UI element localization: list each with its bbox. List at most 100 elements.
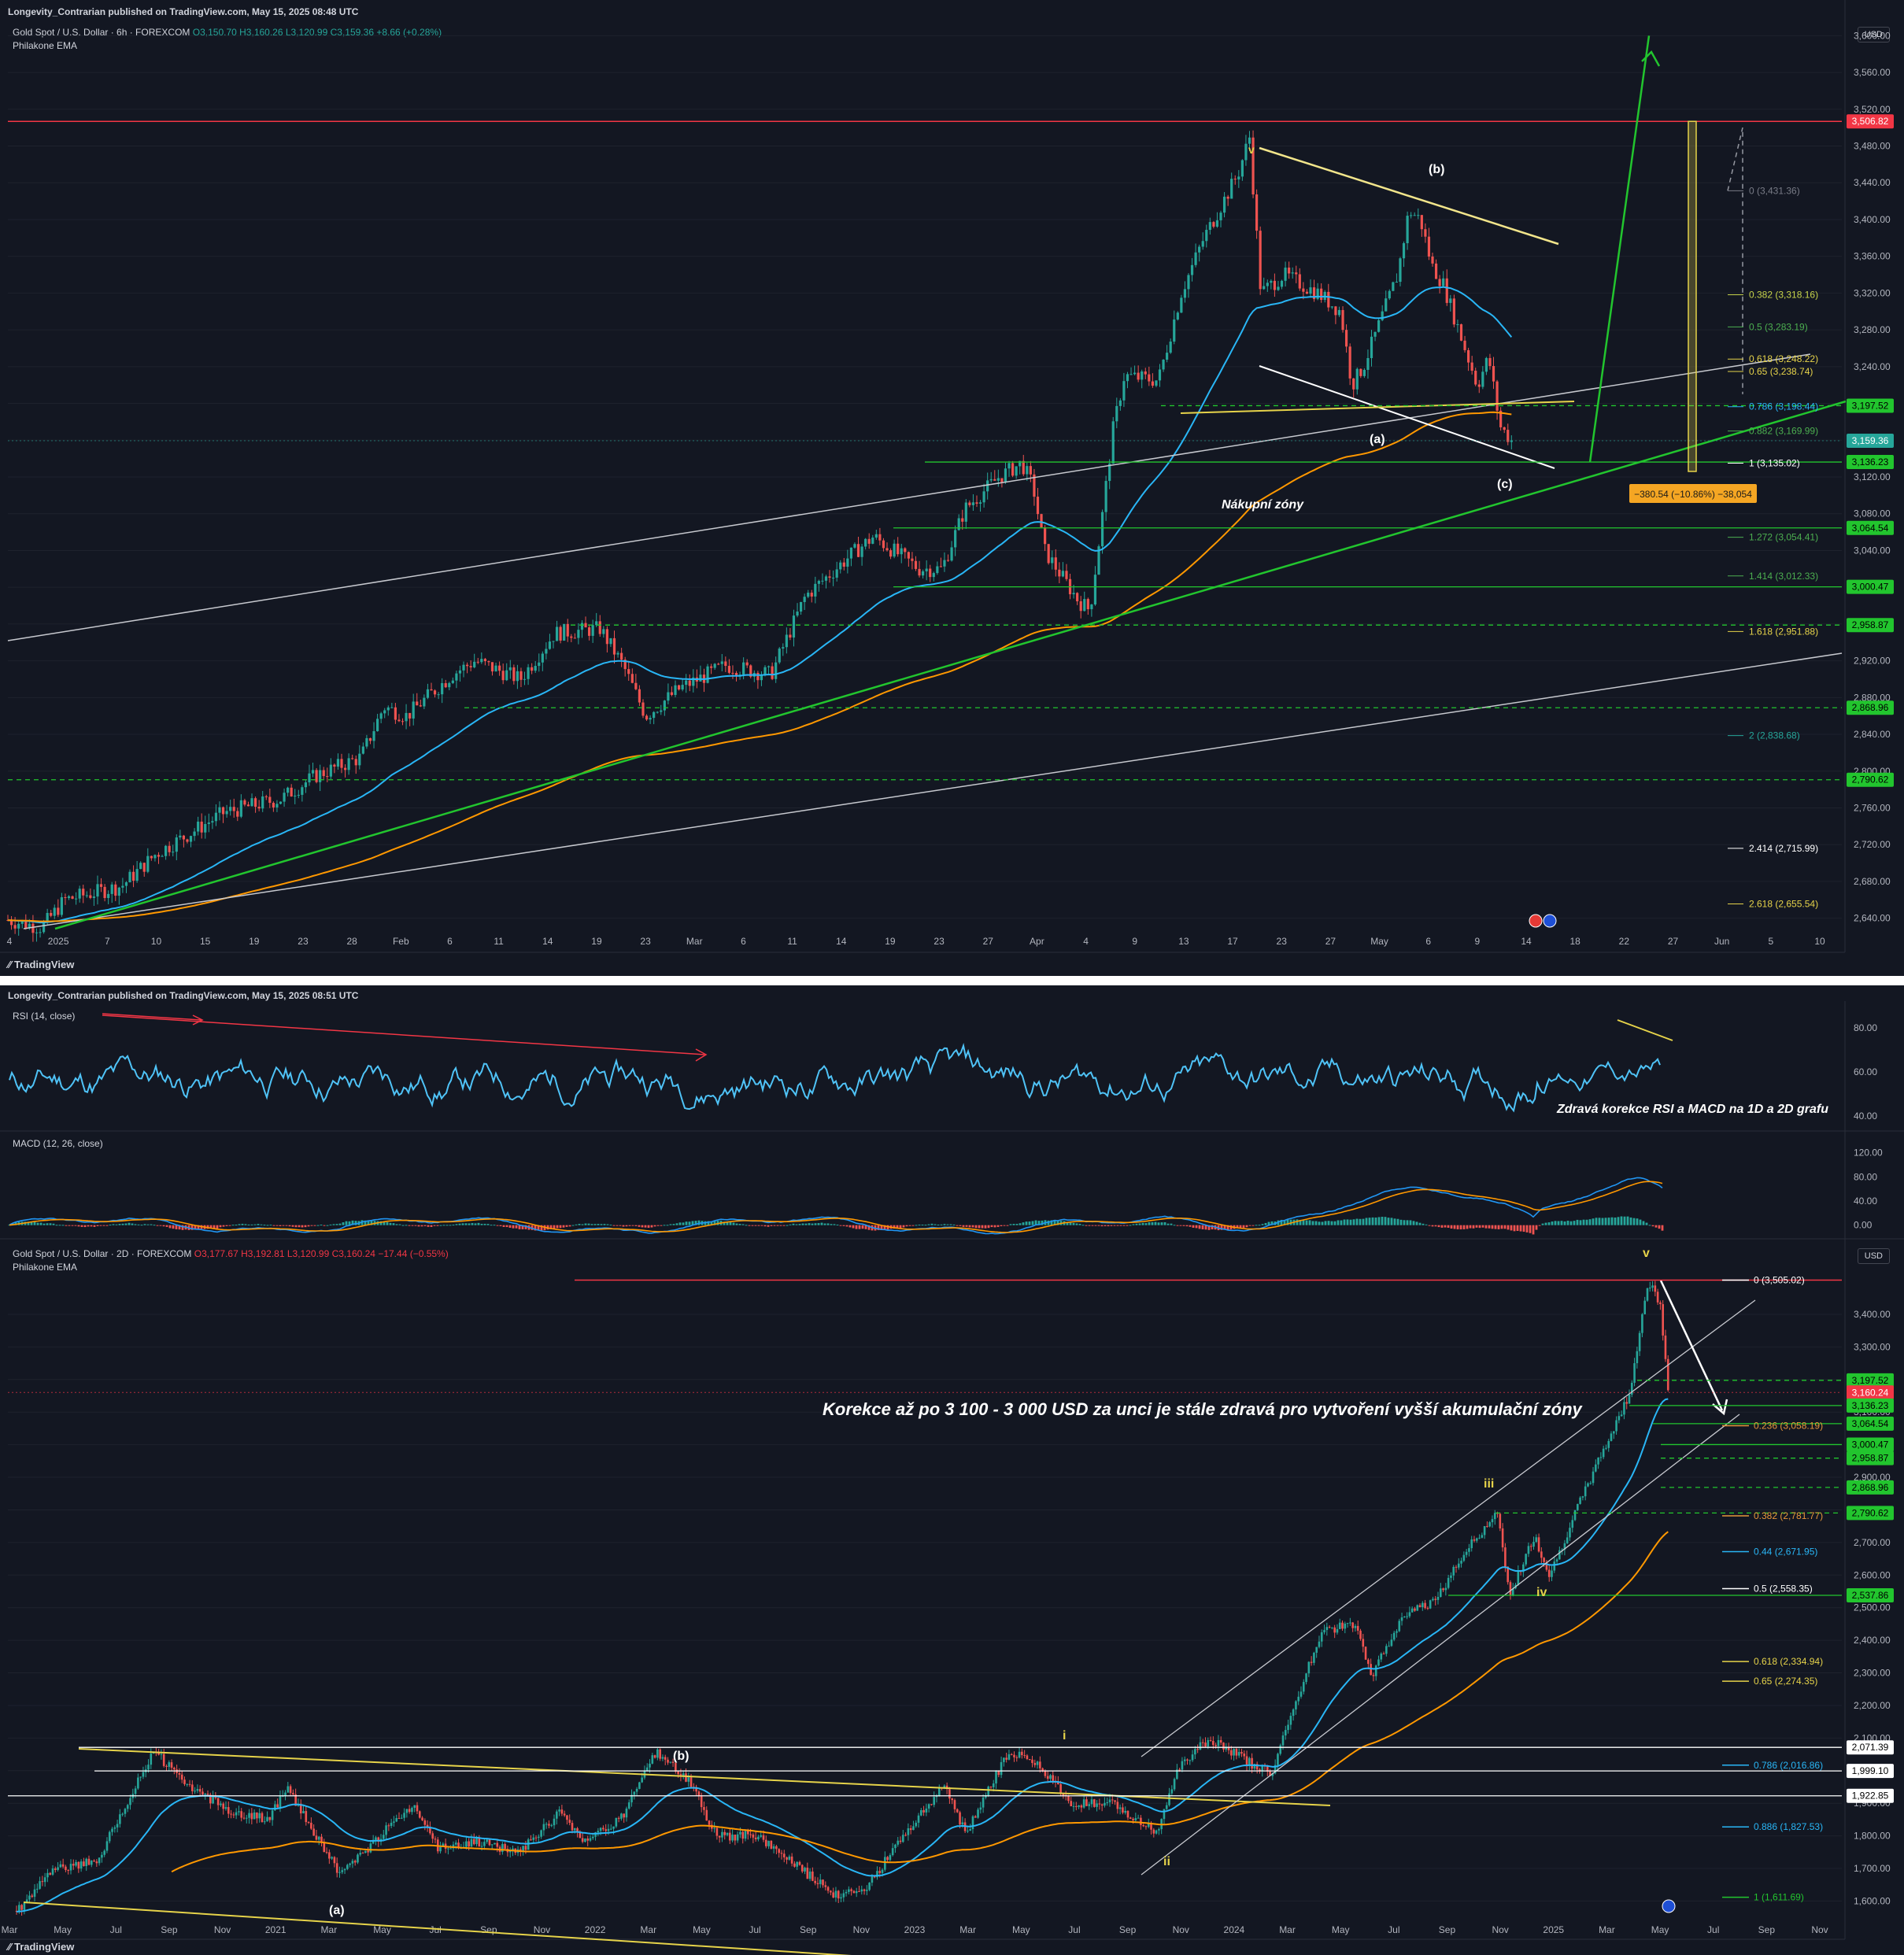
candle-body-2d [1059, 1783, 1062, 1794]
candle-body-2d [1090, 1799, 1093, 1805]
candle-body-2d [790, 1856, 793, 1864]
candle-body-2d [454, 1842, 457, 1845]
candle-body-2d [276, 1804, 279, 1808]
candle-body-2d [1501, 1528, 1504, 1548]
candle-body-2d [927, 1804, 930, 1809]
macd-hist-bar [213, 1225, 216, 1229]
macd-hist-bar [1582, 1219, 1585, 1225]
macd-hist-bar [770, 1225, 773, 1226]
macd-hist-bar [691, 1221, 694, 1225]
macd-hist-bar [379, 1221, 383, 1225]
candle-body [1054, 557, 1057, 570]
candle-body [1166, 353, 1169, 360]
macd-hist-bar [323, 1225, 326, 1226]
candle-body [570, 636, 573, 638]
candle-body [1385, 298, 1388, 312]
x-tick-label: Mar [686, 936, 703, 947]
macd-hist-bar [694, 1221, 697, 1225]
candle-body-2d [98, 1857, 101, 1864]
candle-body [1151, 381, 1154, 386]
macd-hist-bar [1113, 1225, 1116, 1226]
candle-body [17, 923, 20, 929]
candle-body-2d [1284, 1730, 1287, 1736]
candle-body-2d [83, 1861, 85, 1867]
candle-body-2d [985, 1794, 987, 1798]
candle-body [1144, 371, 1147, 375]
x-tick-label: 4 [1083, 936, 1089, 947]
rsi-tick-label: 40.00 [1854, 1111, 1877, 1122]
candle-body-2d [798, 1861, 801, 1865]
candle-body [131, 871, 135, 881]
candle-body-2d [1237, 1752, 1240, 1756]
macd-hist-bar [1314, 1221, 1318, 1225]
ohlc-high-2: H3,192.81 [241, 1248, 285, 1259]
candle-body-2d [490, 1844, 494, 1846]
macd-hist-bar [993, 1225, 996, 1228]
macd-hist-bar [1472, 1225, 1475, 1229]
candle-body-2d [1623, 1402, 1625, 1415]
candle-body-2d [411, 1807, 413, 1813]
candle-body-2d [1638, 1332, 1641, 1351]
candle-body [1036, 497, 1040, 515]
x-tick-label: 14 [1521, 936, 1532, 947]
candle-body-2d [597, 1831, 600, 1833]
candle-body-2d [705, 1809, 708, 1821]
macd-hist-bar [974, 1225, 978, 1229]
candle-body-2d [532, 1837, 535, 1840]
candle-body-2d [1085, 1799, 1088, 1806]
chart-6h-panel[interactable]: Longevity_Contrarian published on Tradin… [0, 0, 1904, 976]
candle-body-2d [346, 1864, 349, 1869]
macd-hist-bar [80, 1225, 83, 1227]
fib-level-label: 2.618 (2,655.54) [1749, 898, 1818, 909]
candle-body [1348, 346, 1351, 379]
candle-body-2d [677, 1771, 679, 1775]
macd-histogram [8, 1216, 1664, 1235]
candle-body-2d [28, 1895, 31, 1900]
candle-body-2d [1259, 1769, 1261, 1772]
candle-body-2d [961, 1822, 964, 1825]
candle-body-2d [573, 1828, 576, 1831]
macd-hist-bar [1573, 1221, 1576, 1225]
candle-body-2d [607, 1828, 610, 1831]
candle-body [1072, 593, 1075, 595]
macd-hist-bar [1138, 1223, 1141, 1225]
candle-body [796, 612, 799, 616]
macd-hist-bar [1220, 1225, 1223, 1230]
candle-body-2d [609, 1828, 612, 1830]
x-tick-label-2d: Sep [1758, 1924, 1776, 1935]
candle-body-2d [43, 1877, 46, 1883]
macd-hist-bar [335, 1224, 338, 1225]
candle-body-2d [165, 1765, 168, 1767]
currency-button[interactable]: USD [1857, 27, 1890, 42]
candle-body-2d [615, 1817, 618, 1827]
candle-body-2d [1005, 1757, 1007, 1760]
chart-2d-panel[interactable]: Longevity_Contrarian published on Tradin… [0, 985, 1904, 1955]
candle-body-2d [1235, 1749, 1238, 1756]
publish-info-2: Longevity_Contrarian published on Tradin… [8, 990, 359, 1001]
symbol-legend-2: Gold Spot / U.S. Dollar · 2D · FOREXCOM … [13, 1248, 449, 1259]
candle-body-2d [1543, 1558, 1545, 1562]
macd-hist-bar [751, 1225, 754, 1226]
candle-body-2d [997, 1771, 1000, 1776]
macd-hist-bar [593, 1224, 597, 1225]
candle-body-2d [369, 1843, 372, 1853]
candle-body-2d [1617, 1416, 1621, 1421]
grid-6h [8, 35, 1842, 919]
candle-body-2d [1124, 1810, 1126, 1813]
candle-body-2d [884, 1857, 886, 1870]
macd-hist-bar [1497, 1225, 1500, 1229]
y-tick-label: 2,880.00 [1854, 692, 1891, 703]
candle-body-2d [1271, 1773, 1274, 1776]
macd-hist-bar [219, 1225, 222, 1228]
macd-hist-bar [804, 1223, 808, 1225]
macd-hist-bar [959, 1225, 962, 1226]
candle-body [1366, 357, 1370, 370]
macd-hist-bar [468, 1223, 471, 1225]
macd-hist-bar [1299, 1219, 1302, 1225]
currency-button-2[interactable]: USD [1857, 1248, 1890, 1264]
macd-hist-bar [1333, 1221, 1336, 1225]
candle-body-2d [1000, 1761, 1003, 1776]
candle-body-2d [1558, 1550, 1561, 1560]
macd-hist-bar [1566, 1221, 1569, 1225]
neckline-yellow [1180, 401, 1575, 414]
